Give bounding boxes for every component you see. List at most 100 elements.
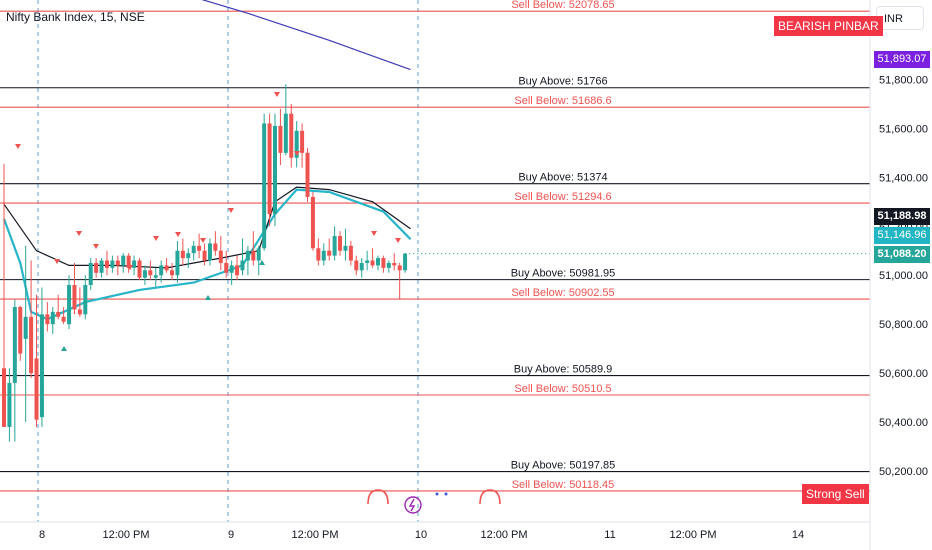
buy-signal-marker — [61, 346, 67, 351]
sell-signal-marker — [54, 259, 60, 264]
blue-ma-line — [201, 0, 411, 71]
face-eye-icon — [444, 492, 448, 496]
candle-body — [213, 243, 218, 251]
candle-body — [175, 250, 180, 276]
signal-markers — [15, 92, 501, 514]
sell-signal-marker — [228, 208, 234, 213]
candle-body — [359, 262, 364, 271]
price-tag-teal-ma: 51,146.96 — [874, 227, 930, 244]
candle-body — [164, 265, 169, 271]
candle-body — [29, 316, 34, 374]
bear-face-icon — [479, 489, 501, 505]
candle-body — [148, 270, 153, 276]
candles — [2, 84, 408, 442]
candle-body — [202, 250, 207, 261]
candle-body — [72, 285, 77, 310]
candle-body — [126, 255, 131, 268]
candle-body — [316, 248, 321, 261]
candle-body — [267, 123, 272, 215]
grid — [37, 0, 419, 522]
y-tick-label: 50,600.00 — [879, 368, 928, 380]
y-tick-label: 51,400.00 — [879, 172, 928, 184]
level-label-buy: Buy Above: 50981.95 — [511, 268, 616, 280]
level-label-sell: Sell Below: 52078.65 — [511, 0, 614, 11]
candle-body — [207, 243, 212, 261]
x-tick-label: 12:00 PM — [669, 529, 716, 541]
candle-body — [370, 260, 375, 266]
candle-body — [278, 125, 283, 153]
candle-body — [348, 245, 353, 261]
candle-body — [142, 270, 147, 278]
candle-body — [12, 307, 17, 383]
candle-body — [283, 113, 288, 153]
currency-select[interactable]: INR — [876, 6, 924, 30]
candle-body — [300, 130, 305, 153]
buy-signal-marker — [259, 260, 265, 265]
candle-body — [137, 260, 142, 278]
x-tick-label: 9 — [228, 529, 234, 541]
level-label-buy: Buy Above: 51374 — [518, 172, 607, 184]
candle-body — [289, 113, 294, 158]
sell-signal-marker — [395, 238, 401, 243]
candle-body — [354, 260, 359, 271]
candle-body — [229, 265, 234, 273]
candle-body — [381, 258, 386, 268]
level-label-sell: Sell Below: 51686.6 — [514, 95, 611, 107]
chart-title: Nifty Bank Index, 15, NSE — [6, 10, 145, 24]
candle-body — [83, 285, 88, 315]
candle-body — [305, 152, 310, 197]
candle-body — [132, 260, 137, 268]
candle-body — [224, 262, 229, 273]
level-label-sell: Sell Below: 50510.5 — [514, 383, 611, 395]
sell-signal-marker — [175, 232, 181, 237]
level-label-buy: Buy Above: 50589.9 — [514, 364, 612, 376]
candle-body — [121, 255, 126, 266]
candle-body — [386, 262, 391, 268]
candle-body — [240, 260, 245, 271]
candle-body — [273, 125, 277, 215]
candle-body — [197, 245, 202, 251]
sell-signal-marker — [294, 151, 300, 156]
x-tick-label: 12:00 PM — [291, 529, 338, 541]
y-tick-label: 50,200.00 — [879, 466, 928, 478]
y-tick-label: 50,800.00 — [879, 319, 928, 331]
y-tick-label: 51,800.00 — [879, 74, 928, 86]
candle-body — [110, 260, 115, 268]
candle-body — [50, 311, 55, 325]
candle-body — [104, 260, 109, 268]
candle-body — [99, 260, 104, 273]
level-label-buy: Buy Above: 50197.85 — [511, 460, 616, 472]
candle-body — [18, 307, 23, 354]
sell-signal-marker — [127, 265, 133, 270]
candle-body — [94, 262, 99, 273]
candle-body — [77, 309, 82, 315]
candle-body — [397, 265, 402, 271]
candle-body — [338, 236, 343, 251]
price-tag-last: 51,088.20 — [874, 246, 930, 263]
candle-body — [310, 196, 315, 249]
candle-body — [88, 262, 93, 285]
strong-sell-badge: Strong Sell — [802, 484, 869, 504]
candle-body — [294, 130, 299, 158]
level-label-sell: Sell Below: 50902.55 — [511, 287, 614, 299]
x-tick-label: 14 — [792, 529, 804, 541]
x-tick-label: 8 — [39, 529, 45, 541]
bearish-pinbar-badge: BEARISH PINBAR — [774, 16, 883, 36]
candle-body — [327, 250, 332, 256]
candle-body — [23, 316, 28, 339]
level-label-buy: Buy Above: 51766 — [518, 76, 607, 88]
lightning-bolt-icon — [408, 498, 416, 512]
y-tick-label: 50,400.00 — [879, 417, 928, 429]
candle-body — [392, 262, 397, 266]
candle-body — [2, 368, 6, 427]
x-tick-label: 10 — [415, 529, 427, 541]
candle-body — [375, 258, 380, 266]
face-eye-icon — [435, 492, 439, 496]
sell-signal-marker — [200, 238, 206, 243]
candle-body — [159, 265, 164, 276]
candle-body — [218, 250, 223, 263]
candle-body — [256, 248, 261, 261]
candle-body — [343, 245, 348, 251]
candle-body — [39, 314, 44, 418]
